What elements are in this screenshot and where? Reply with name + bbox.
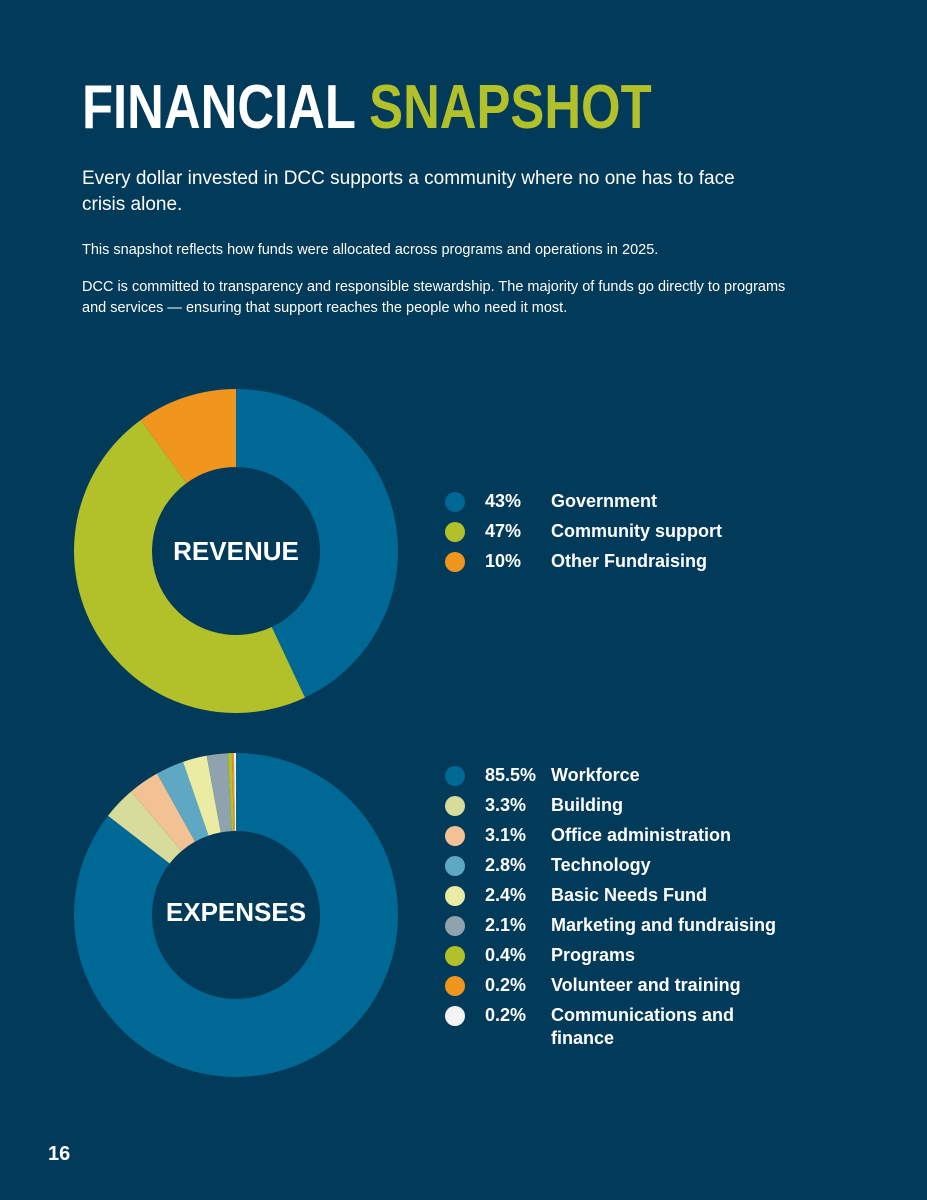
expenses-legend-item-office-administration: 3.1% Office administration [445,824,791,847]
expenses-slice-basic-needs-fund [183,755,221,836]
expenses-legend-item-marketing-and-fundraising: 2.1% Marketing and fundraising [445,914,791,937]
revenue-slices [74,389,399,713]
legend-label: Basic Needs Fund [551,885,708,905]
expenses-slice-communications-and-finance [233,753,236,832]
legend-percent: 0.4% [485,945,527,965]
legend-swatch [445,1006,465,1026]
legend-label: Communications and finance [551,1005,735,1048]
revenue-center-label: REVENUE [173,536,299,566]
revenue-legend-item-community-support: 47% Community support [445,520,791,543]
legend-swatch [445,522,465,542]
expenses-slice-volunteer-and-training [231,753,235,832]
legend-percent: 3.1% [485,825,527,845]
expenses-slices [73,753,398,1077]
expenses-legend-item-basic-needs-fund: 2.4% Basic Needs Fund [445,884,791,907]
legend-percent: 2.1% [485,915,527,935]
legend-swatch [445,766,465,786]
intro-paragraph-1: This snapshot reflects how funds were al… [82,242,659,258]
expenses-slice-marketing-and-fundraising [206,753,232,833]
legend-swatch [445,826,465,846]
legend-swatch [445,886,465,906]
legend-swatch [445,552,465,572]
page-title: FINANCIAL SNAPSHOT [82,72,652,144]
revenue-legend: 43% Government 47% Community support 10% Othe… [445,490,791,580]
legend-percent: 85.5% [485,765,537,785]
expenses-slice-programs [227,753,234,832]
expenses-legend-item-building: 3.3% Building [445,794,791,817]
legend-percent: 0.2% [485,975,527,995]
legend-swatch [445,796,465,816]
expenses-center-label: EXPENSES [166,897,306,927]
legend-label: Other Fundraising [551,551,708,571]
legend-label: Building [551,795,623,815]
revenue-slice-other-fundraising [140,389,236,484]
expenses-slice-building [107,791,182,864]
legend-label: Workforce [551,765,640,785]
legend-percent: 43% [485,491,522,511]
legend-swatch [445,856,465,876]
legend-percent: 3.3% [485,795,527,815]
expenses-legend-item-technology: 2.8% Technology [445,854,791,877]
legend-label: Programs [551,945,636,965]
legend-percent: 2.4% [485,885,527,905]
page-number: 16 [48,1143,71,1165]
title-accent: SNAPSHOT [369,73,652,142]
expenses-donut-chart: EXPENSES [73,753,398,1077]
expenses-legend-item-programs: 0.4% Programs [445,944,791,967]
legend-percent: 0.2% [485,1005,527,1025]
revenue-slice-government [236,389,399,698]
expenses-legend-item-volunteer-and-training: 0.2% Volunteer and training [445,974,791,997]
title-main: FINANCIAL [82,73,356,142]
legend-percent: 2.8% [485,855,527,875]
expenses-slice-office-administration [131,773,196,851]
legend-label: Marketing and fundraising [551,915,777,935]
legend-swatch [445,946,465,966]
lead-text: Every dollar invested in DCC supports a … [82,168,735,215]
legend-percent: 10% [485,551,522,571]
legend-swatch [445,916,465,936]
revenue-donut-chart: REVENUE [74,389,399,713]
revenue-legend-item-other-fundraising: 10% Other Fundraising [445,550,791,573]
expenses-legend-item-workforce: 85.5% Workforce [445,764,791,787]
expenses-legend: 85.5% Workforce 3.3% Building 3.1% Office adm… [445,764,791,1057]
legend-swatch [445,492,465,512]
legend-label: Office administration [551,825,732,845]
legend-label: Government [551,491,658,511]
legend-percent: 47% [485,521,522,541]
legend-label: Volunteer and training [551,975,741,995]
expenses-slice-workforce [73,753,398,1077]
legend-label: Community support [551,521,722,541]
legend-swatch [445,976,465,996]
revenue-slice-community-support [74,419,305,713]
revenue-legend-item-government: 43% Government [445,490,791,513]
expenses-legend-item-communications-and-finance: 0.2% Communications and finance [445,1004,791,1050]
expenses-slice-technology [157,761,209,842]
intro-paragraph-2: DCC is committed to transparency and res… [82,279,786,316]
legend-label: Technology [551,855,651,875]
